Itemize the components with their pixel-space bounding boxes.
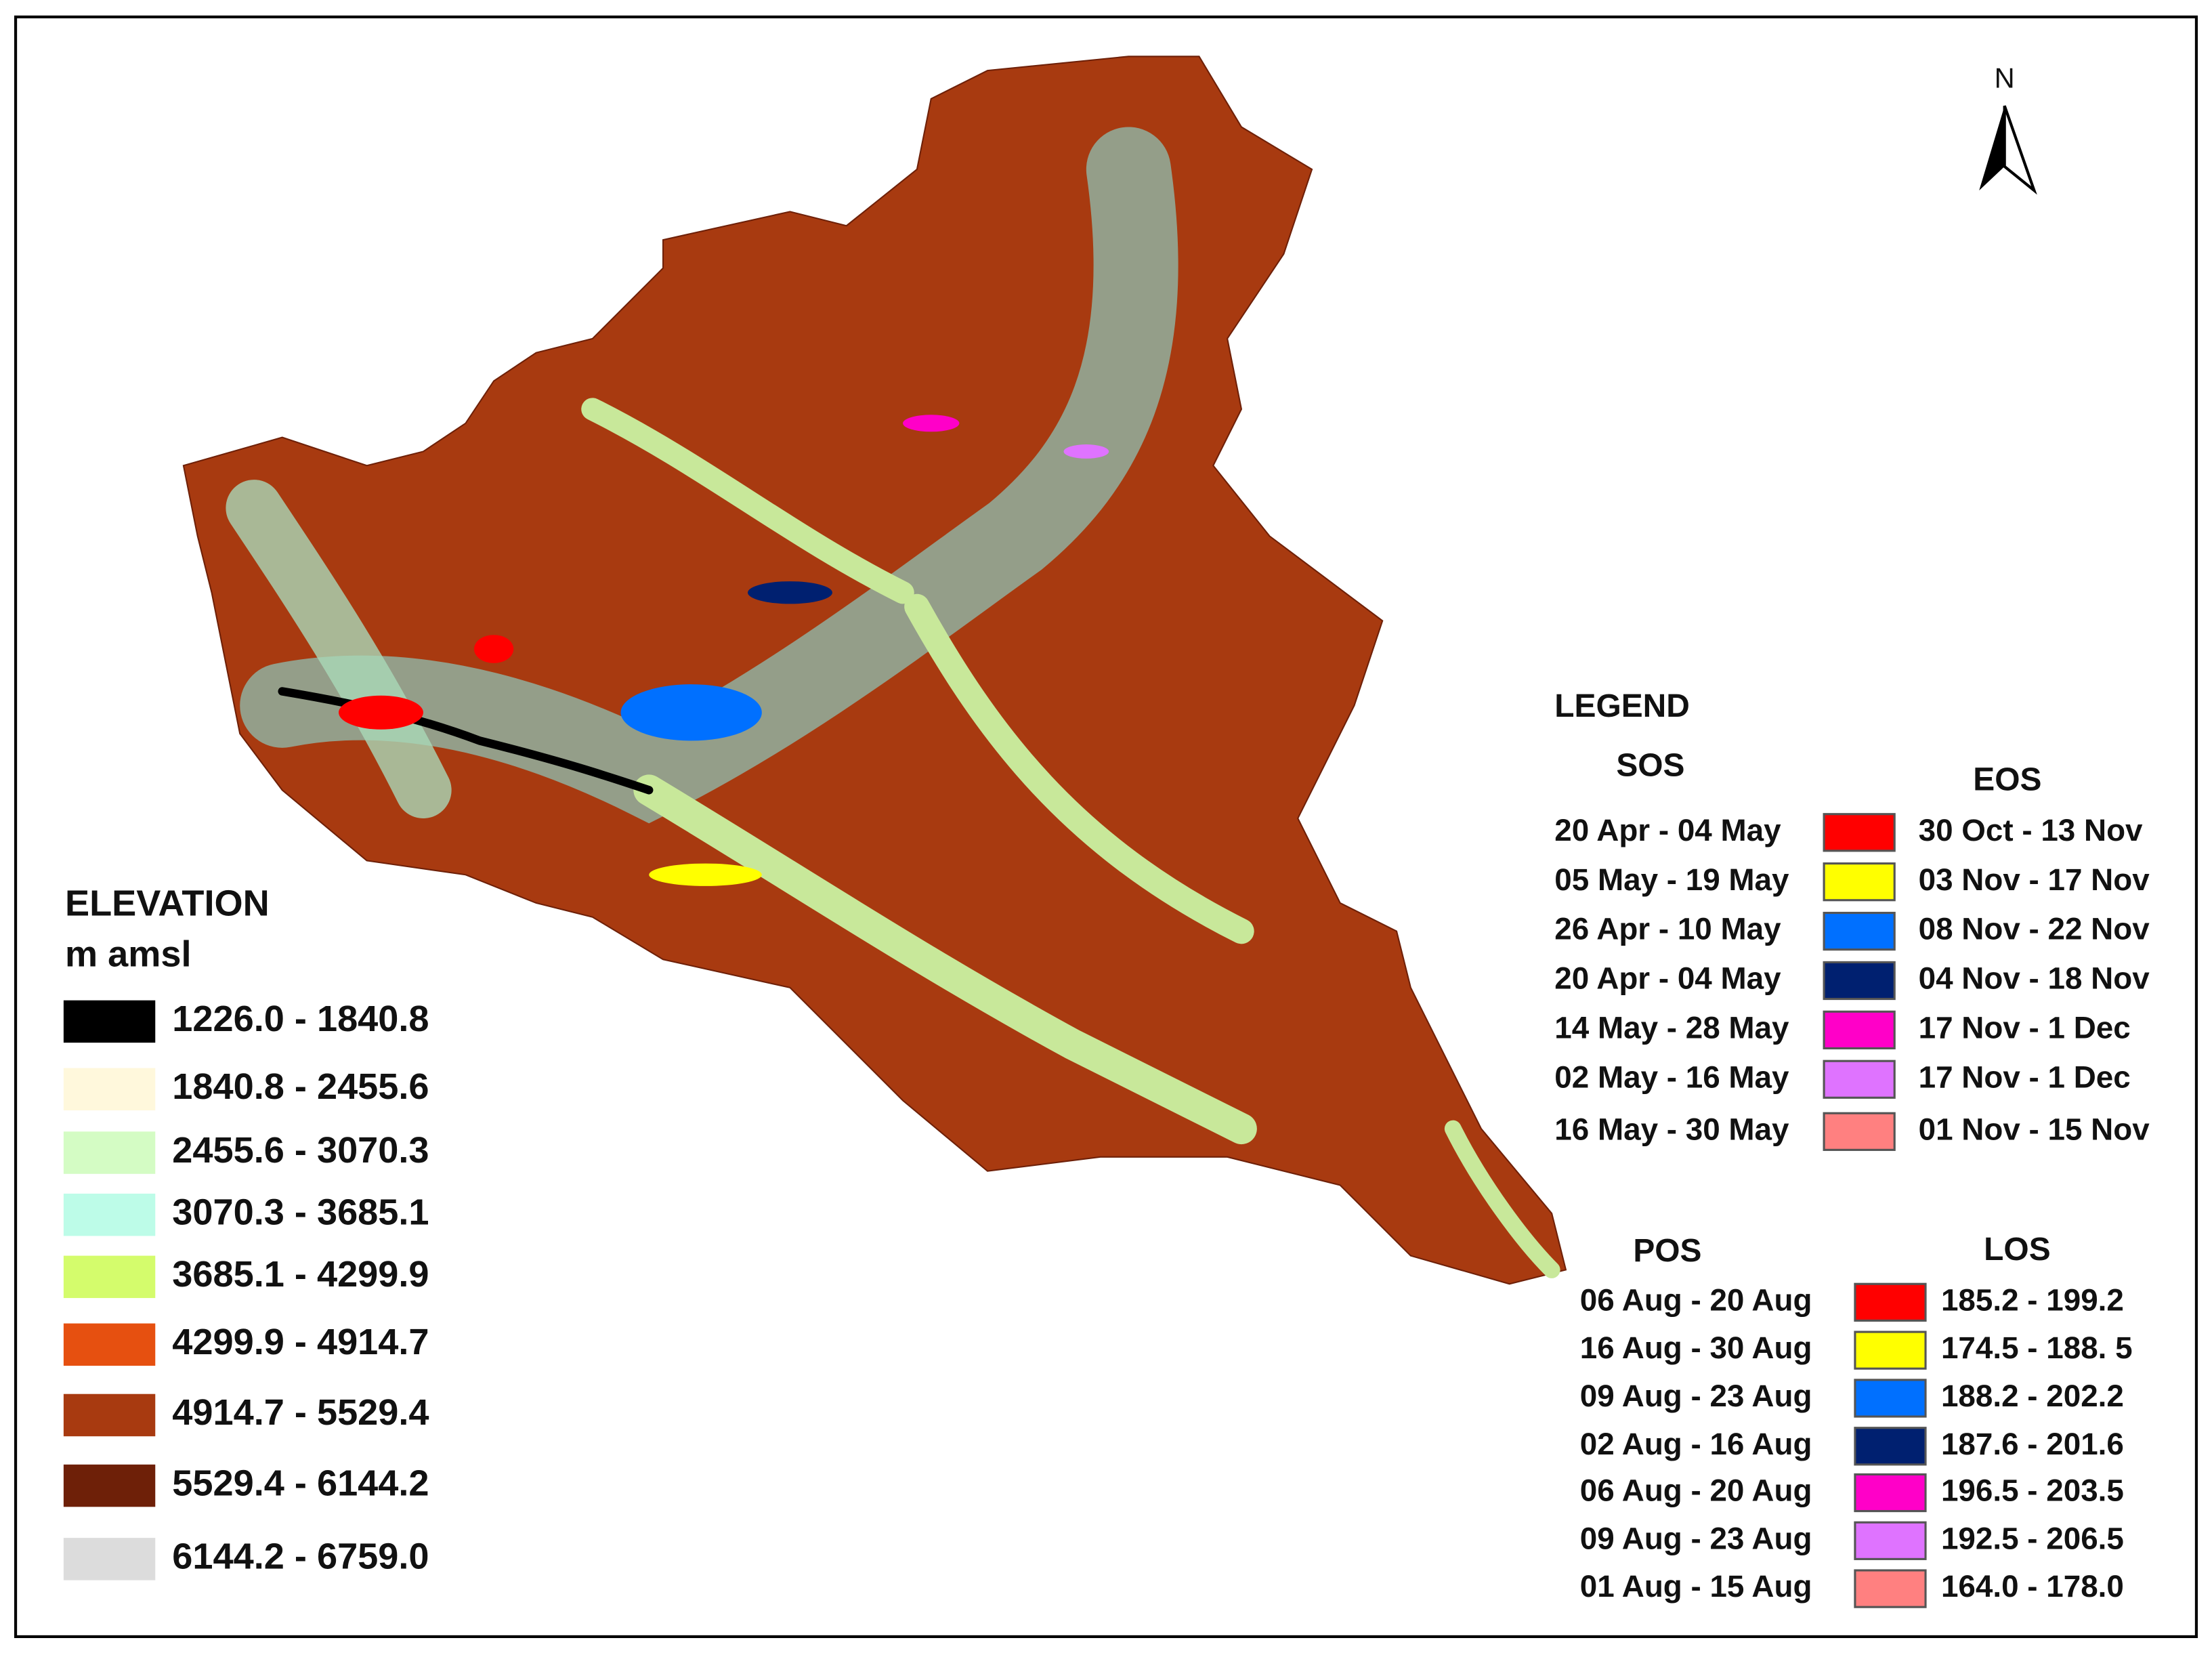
- elevation-swatch: [63, 1000, 156, 1043]
- elevation-swatch: [63, 1323, 156, 1366]
- elevation-label: 3070.3 - 3685.1: [172, 1192, 429, 1232]
- pos-header: POS: [1633, 1233, 1701, 1269]
- right-period: 04 Nov - 18 Nov: [1919, 961, 2150, 996]
- left-period: 26 Apr - 10 May: [1554, 912, 1781, 946]
- left-period: 02 May - 16 May: [1554, 1060, 1789, 1094]
- left-period: 16 Aug - 30 Aug: [1580, 1331, 1812, 1365]
- basin-map: [182, 56, 1567, 1285]
- patch: [620, 684, 762, 741]
- elevation-label: 3685.1 - 4299.9: [172, 1254, 429, 1295]
- left-period: 14 May - 28 May: [1554, 1010, 1789, 1045]
- elevation-label: 1226.0 - 1840.8: [172, 999, 429, 1039]
- left-period: 20 Apr - 04 May: [1554, 961, 1781, 996]
- patch: [903, 415, 960, 432]
- right-period: 174.5 - 188. 5: [1941, 1331, 2133, 1365]
- patch: [649, 863, 762, 886]
- elevation-swatch: [63, 1193, 156, 1236]
- north-label: N: [1995, 62, 2015, 94]
- elevation-swatch: [63, 1394, 156, 1437]
- elevation-label: 1840.8 - 2455.6: [172, 1066, 429, 1107]
- left-period: 09 Aug - 23 Aug: [1580, 1379, 1812, 1413]
- left-period: 16 May - 30 May: [1554, 1112, 1789, 1146]
- class-swatch: [1854, 1427, 1927, 1466]
- class-swatch: [1854, 1379, 1927, 1418]
- elevation-swatch: [63, 1538, 156, 1580]
- elevation-swatch: [63, 1255, 156, 1299]
- right-period: 164.0 - 178.0: [1941, 1569, 2124, 1604]
- valley: [904, 593, 1254, 944]
- arrow-right: [2003, 105, 2037, 195]
- left-period: 06 Aug - 20 Aug: [1580, 1473, 1812, 1508]
- right-period: 30 Oct - 13 Nov: [1919, 813, 2143, 847]
- class-swatch: [1854, 1521, 1927, 1560]
- class-swatch: [1823, 813, 1896, 852]
- class-swatch: [1823, 1112, 1896, 1151]
- class-swatch: [1823, 911, 1896, 951]
- class-swatch: [1854, 1473, 1927, 1513]
- valleys: [226, 127, 1560, 1278]
- class-swatch: [1854, 1569, 1927, 1608]
- elevation-label: 4914.7 - 5529.4: [172, 1392, 429, 1433]
- right-period: 187.6 - 201.6: [1941, 1427, 2124, 1461]
- patch: [473, 635, 514, 663]
- los-header: LOS: [1984, 1232, 2050, 1268]
- left-period: 02 Aug - 16 Aug: [1580, 1427, 1812, 1461]
- elevation-label: 2455.6 - 3070.3: [172, 1130, 429, 1171]
- eos-header: EOS: [1973, 761, 2041, 797]
- valley: [581, 398, 914, 604]
- elevation-swatch: [63, 1068, 156, 1111]
- right-period: 01 Nov - 15 Nov: [1919, 1112, 2150, 1146]
- valley: [633, 774, 1257, 1145]
- class-swatch: [1854, 1282, 1927, 1322]
- right-period: 17 Nov - 1 Dec: [1919, 1060, 2131, 1094]
- valley: [226, 480, 452, 818]
- elevation-label: 5529.4 - 6144.2: [172, 1463, 429, 1503]
- left-period: 01 Aug - 15 Aug: [1580, 1569, 1812, 1604]
- elevation-title: ELEVATION: [65, 883, 270, 923]
- class-swatch: [1823, 1010, 1896, 1050]
- right-period: 188.2 - 202.2: [1941, 1379, 2124, 1413]
- left-period: 06 Aug - 20 Aug: [1580, 1282, 1812, 1317]
- right-period: 08 Nov - 22 Nov: [1919, 912, 2150, 946]
- class-swatch: [1854, 1331, 1927, 1370]
- valley: [240, 127, 1178, 824]
- elevation-unit: m amsl: [65, 934, 192, 974]
- right-period: 196.5 - 203.5: [1941, 1473, 2124, 1508]
- left-period: 05 May - 19 May: [1554, 862, 1789, 897]
- patch: [1063, 444, 1109, 459]
- right-period: 17 Nov - 1 Dec: [1919, 1010, 2131, 1045]
- left-period: 09 Aug - 23 Aug: [1580, 1521, 1812, 1555]
- right-period: 185.2 - 199.2: [1941, 1282, 2124, 1317]
- class-swatch: [1823, 1060, 1896, 1099]
- patch: [747, 581, 832, 604]
- phenology-patches: [339, 415, 1109, 886]
- sos-header: SOS: [1616, 748, 1684, 784]
- elevation-label: 6144.2 - 6759.0: [172, 1536, 429, 1577]
- legend-title: LEGEND: [1554, 688, 1690, 724]
- right-period: 192.5 - 206.5: [1941, 1521, 2124, 1555]
- elevation-label: 4299.9 - 4914.7: [172, 1322, 429, 1362]
- class-swatch: [1823, 862, 1896, 902]
- right-period: 03 Nov - 17 Nov: [1919, 862, 2150, 897]
- class-swatch: [1823, 961, 1896, 1001]
- elevation-swatch: [63, 1131, 156, 1174]
- valley: [1444, 1120, 1560, 1278]
- left-period: 20 Apr - 04 May: [1554, 813, 1781, 847]
- patch: [339, 695, 423, 730]
- elevation-swatch: [63, 1464, 156, 1507]
